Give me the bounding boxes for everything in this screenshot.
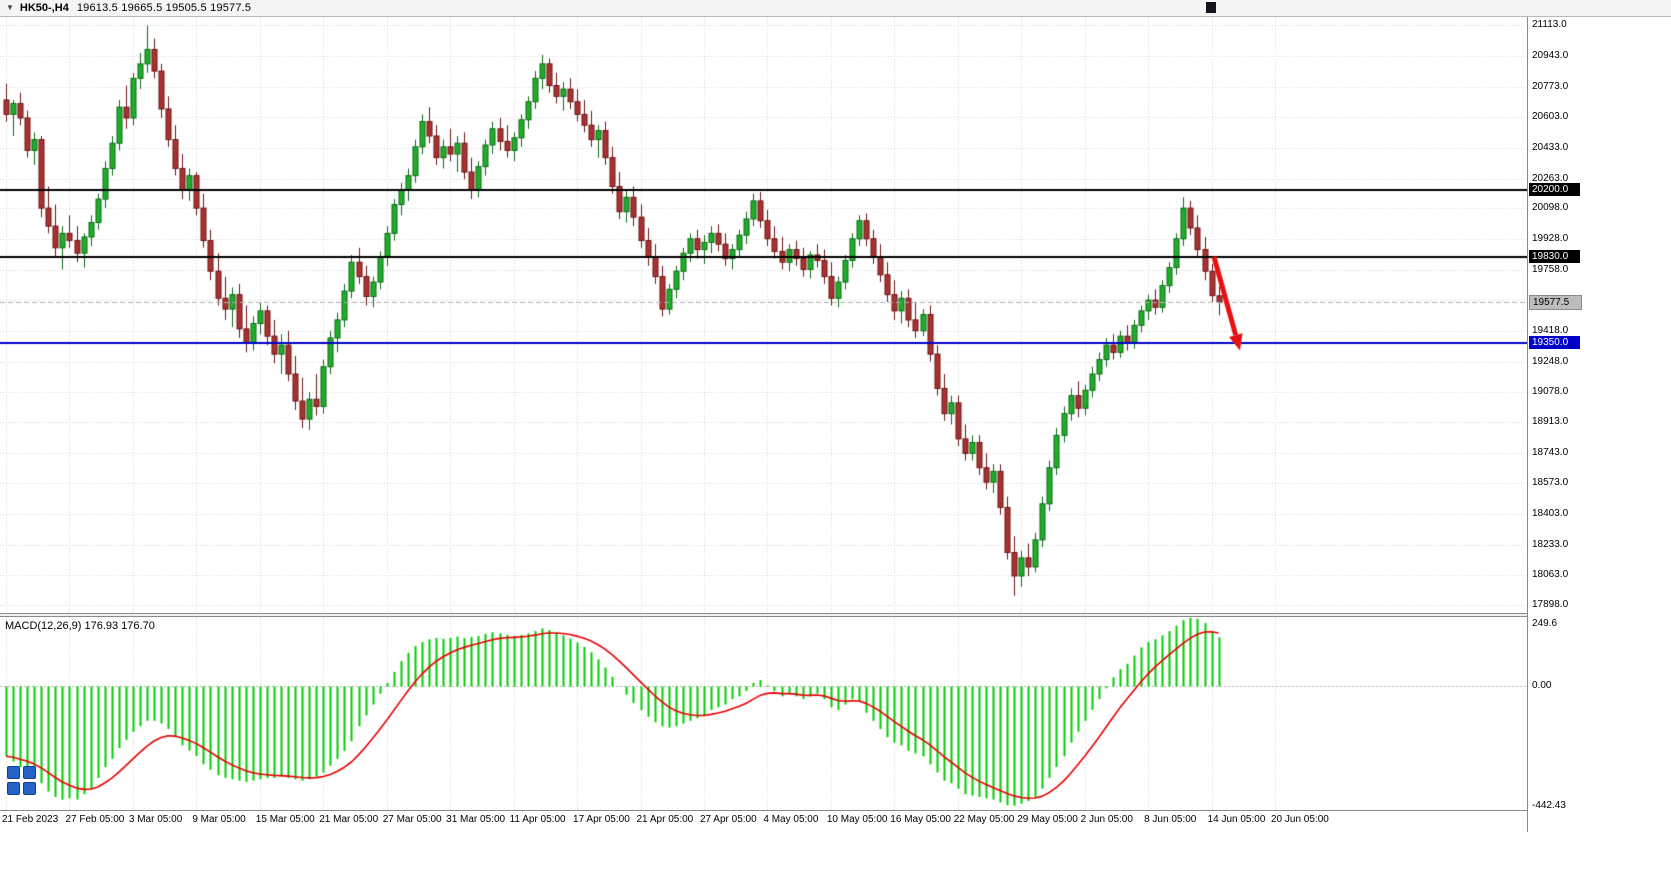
date-axis-label: 8 Jun 05:00 bbox=[1144, 814, 1197, 825]
price-axis-label: 19928.0 bbox=[1532, 233, 1569, 245]
price-axis-label: 20603.0 bbox=[1532, 111, 1569, 123]
panel-separator[interactable] bbox=[0, 613, 1527, 617]
date-axis-label: 21 Mar 05:00 bbox=[319, 814, 379, 825]
macd-bottom-separator bbox=[0, 810, 1527, 811]
price-axis-label: 18913.0 bbox=[1532, 416, 1569, 428]
chart-info-bar: ▼ HK50-,H4 19613.5 19665.5 19505.5 19577… bbox=[0, 0, 1671, 17]
current-price-box: 19577.5 bbox=[1529, 295, 1582, 311]
date-axis-label: 21 Apr 05:00 bbox=[636, 814, 694, 825]
price-axis-separator bbox=[1527, 17, 1528, 832]
price-axis-label: 18233.0 bbox=[1532, 538, 1569, 550]
symbol-dropdown-icon[interactable]: ▼ bbox=[6, 3, 14, 12]
tile-square-2 bbox=[23, 766, 36, 779]
date-axis-label: 29 May 05:00 bbox=[1017, 814, 1078, 825]
price-axis-label: 17898.0 bbox=[1532, 599, 1569, 611]
date-axis-label: 14 Jun 05:00 bbox=[1207, 814, 1266, 825]
date-axis-label: 17 Apr 05:00 bbox=[573, 814, 630, 825]
macd-axis-label: 249.6 bbox=[1532, 618, 1558, 629]
tile-square-4 bbox=[23, 782, 36, 795]
date-axis-label: 16 May 05:00 bbox=[890, 814, 951, 825]
date-axis-label: 9 Mar 05:00 bbox=[192, 814, 246, 825]
macd-axis-label: 0.00 bbox=[1532, 679, 1552, 691]
topbar-marker-icon bbox=[1206, 2, 1216, 13]
date-axis-label: 27 Apr 05:00 bbox=[699, 814, 757, 825]
date-axis-label: 3 Mar 05:00 bbox=[128, 814, 183, 825]
price-axis-label: 20098.0 bbox=[1532, 202, 1569, 214]
date-axis[interactable]: 21 Feb 2023 27 Feb 05:00 3 Mar 05:00 9 Mar … bbox=[0, 812, 1671, 832]
date-axis-label: 11 Apr 05:00 bbox=[509, 814, 566, 825]
price-axis-label: 20773.0 bbox=[1532, 80, 1569, 92]
price-axis-label: 18403.0 bbox=[1532, 508, 1569, 520]
price-axis-label: 19248.0 bbox=[1532, 355, 1569, 367]
ohlc-values: 19613.5 19665.5 19505.5 19577.5 bbox=[76, 2, 252, 14]
date-axis-label: 21 Feb 2023 bbox=[2, 814, 59, 825]
date-axis-label: 27 Feb 05:00 bbox=[65, 814, 125, 825]
date-axis-label: 2 Jun 05:00 bbox=[1080, 814, 1133, 825]
date-axis-label: 20 Jun 05:00 bbox=[1271, 814, 1329, 825]
main-price-chart-canvas[interactable] bbox=[0, 17, 1527, 612]
date-axis-label: 31 Mar 05:00 bbox=[446, 814, 506, 825]
date-axis-label: 27 Mar 05:00 bbox=[382, 814, 442, 825]
hline-price-box: 20200.0 bbox=[1529, 183, 1580, 197]
tile-windows-icon[interactable] bbox=[7, 766, 36, 795]
price-axis-label: 18573.0 bbox=[1532, 477, 1569, 489]
price-axis-label: 19758.0 bbox=[1532, 263, 1569, 275]
price-axis-label: 20433.0 bbox=[1532, 142, 1569, 154]
tile-square-3 bbox=[7, 782, 20, 795]
macd-axis-label: -442.43 bbox=[1532, 799, 1566, 811]
price-axis-label: 18743.0 bbox=[1532, 446, 1569, 458]
price-axis-label: 20943.0 bbox=[1532, 50, 1569, 62]
symbol-period-label: HK50-,H4 bbox=[19, 2, 69, 14]
date-axis-label: 22 May 05:00 bbox=[953, 814, 1015, 825]
macd-indicator-canvas[interactable] bbox=[0, 617, 1527, 810]
price-axis-label: 20263.0 bbox=[1532, 172, 1569, 184]
tile-square-1 bbox=[7, 766, 20, 779]
price-axis-label: 18063.0 bbox=[1532, 569, 1569, 581]
date-axis-label: 15 Mar 05:00 bbox=[255, 814, 315, 825]
date-axis-label: 4 May 05:00 bbox=[763, 814, 819, 825]
hline-price-box: 19830.0 bbox=[1529, 249, 1580, 263]
price-axis-label: 19078.0 bbox=[1532, 386, 1569, 398]
price-axis-label: 21113.0 bbox=[1532, 19, 1567, 31]
macd-indicator-label: MACD(12,26,9) 176.93 176.70 bbox=[5, 620, 155, 632]
price-axis-label: 19418.0 bbox=[1532, 325, 1569, 337]
hline-price-box: 19350.0 bbox=[1529, 336, 1580, 350]
date-axis-label: 10 May 05:00 bbox=[826, 814, 888, 825]
